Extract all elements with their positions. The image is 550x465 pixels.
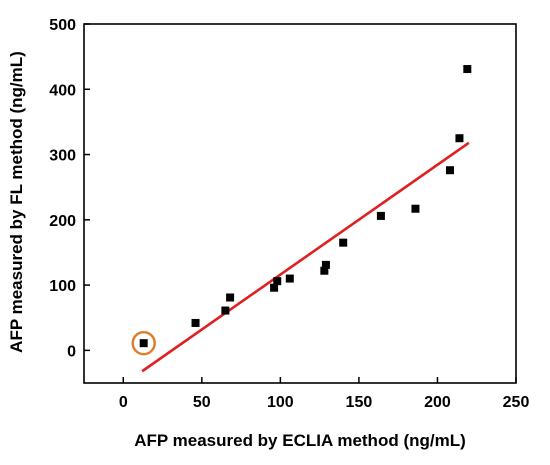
- plot-frame: [83, 23, 517, 384]
- y-axis-title: AFP measured by FL method (ng/mL): [7, 51, 26, 353]
- data-point: [446, 166, 455, 175]
- x-tick-label: 200: [424, 394, 451, 411]
- y-tick-label: 0: [67, 343, 76, 360]
- fit-line-group: [141, 141, 470, 373]
- y-tick-label: 200: [49, 213, 76, 230]
- y-tick-label: 500: [49, 17, 76, 34]
- axis-ticks: 0 50 100 150 200 250 0 100 200 300 400 500: [49, 17, 529, 411]
- data-point: [226, 293, 235, 302]
- y-tick-label: 300: [49, 148, 76, 165]
- data-point: [376, 211, 385, 220]
- data-point: [339, 238, 348, 247]
- data-point: [139, 339, 148, 348]
- data-point: [463, 65, 472, 74]
- data-point: [270, 283, 279, 292]
- data-points: [139, 65, 472, 348]
- data-point: [285, 274, 294, 283]
- x-tick-label: 0: [119, 394, 128, 411]
- data-point: [191, 318, 200, 327]
- x-tick-label: 50: [193, 394, 211, 411]
- highlight-circle: [131, 330, 156, 356]
- data-point: [411, 204, 420, 213]
- x-tick-label: 150: [346, 394, 373, 411]
- fit-line: [141, 141, 470, 373]
- y-tick-label: 100: [49, 278, 76, 295]
- x-tick-label: 250: [503, 394, 530, 411]
- data-point: [320, 266, 329, 275]
- data-point: [221, 306, 230, 315]
- data-point: [273, 277, 282, 286]
- x-axis-title: AFP measured by ECLIA method (ng/mL): [134, 431, 466, 450]
- data-point: [455, 134, 464, 143]
- x-tick-label: 100: [267, 394, 294, 411]
- highlight-group: [131, 330, 156, 356]
- data-point: [321, 260, 330, 269]
- y-tick-label: 400: [49, 82, 76, 99]
